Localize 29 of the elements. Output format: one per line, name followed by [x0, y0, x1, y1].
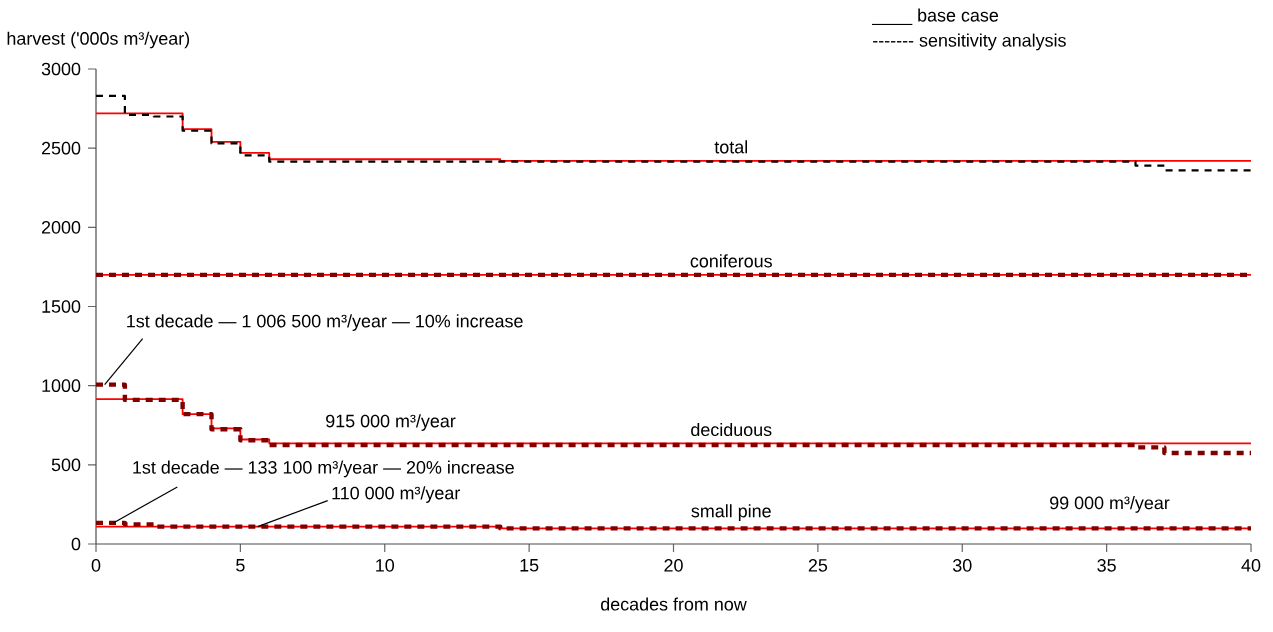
series-label: total	[714, 140, 747, 154]
y-tick-label: 1500	[42, 300, 81, 313]
annotation: 1st decade — 1 006 500 m³/year — 10% increase	[127, 314, 523, 331]
x-tick-label: 35	[1097, 559, 1116, 572]
text: ------- sensitivity analysis	[873, 33, 1066, 51]
x-tick-label: 15	[520, 559, 539, 572]
x-tick-label: 25	[808, 559, 828, 572]
x-tick-label: 20	[664, 559, 683, 572]
y-tick-label: 500	[51, 458, 81, 472]
x-axis-title: decades from now	[600, 597, 747, 611]
series-label: coniferous	[690, 254, 772, 268]
x-tick-label: 0	[91, 559, 101, 572]
y-tick-label: 2000	[41, 220, 81, 234]
x-tick-label: 30	[952, 559, 972, 572]
x-tick-label: 10	[376, 559, 395, 572]
series-label: deciduous	[691, 422, 772, 437]
y-tick-label: 1000	[42, 379, 81, 393]
y-tick-label: 0	[71, 537, 81, 551]
text: ____ base case	[871, 8, 999, 26]
series-label: small pine	[691, 504, 771, 521]
y-axis-title: harvest ('000s m³/year)	[7, 31, 190, 49]
annotation: 110 000 m³/year	[332, 486, 461, 503]
annotation: 1st decade — 133 100 m³/year — 20% increase	[133, 460, 514, 478]
x-tick-label: 40	[1241, 559, 1261, 572]
y-tick-label: 3000	[41, 62, 81, 76]
x-tick-label: 5	[236, 559, 245, 572]
y-tick-label: 2500	[41, 141, 81, 155]
annotation: 99 000 m³/year	[1050, 496, 1170, 513]
annotation: 915 000 m³/year	[326, 414, 456, 431]
